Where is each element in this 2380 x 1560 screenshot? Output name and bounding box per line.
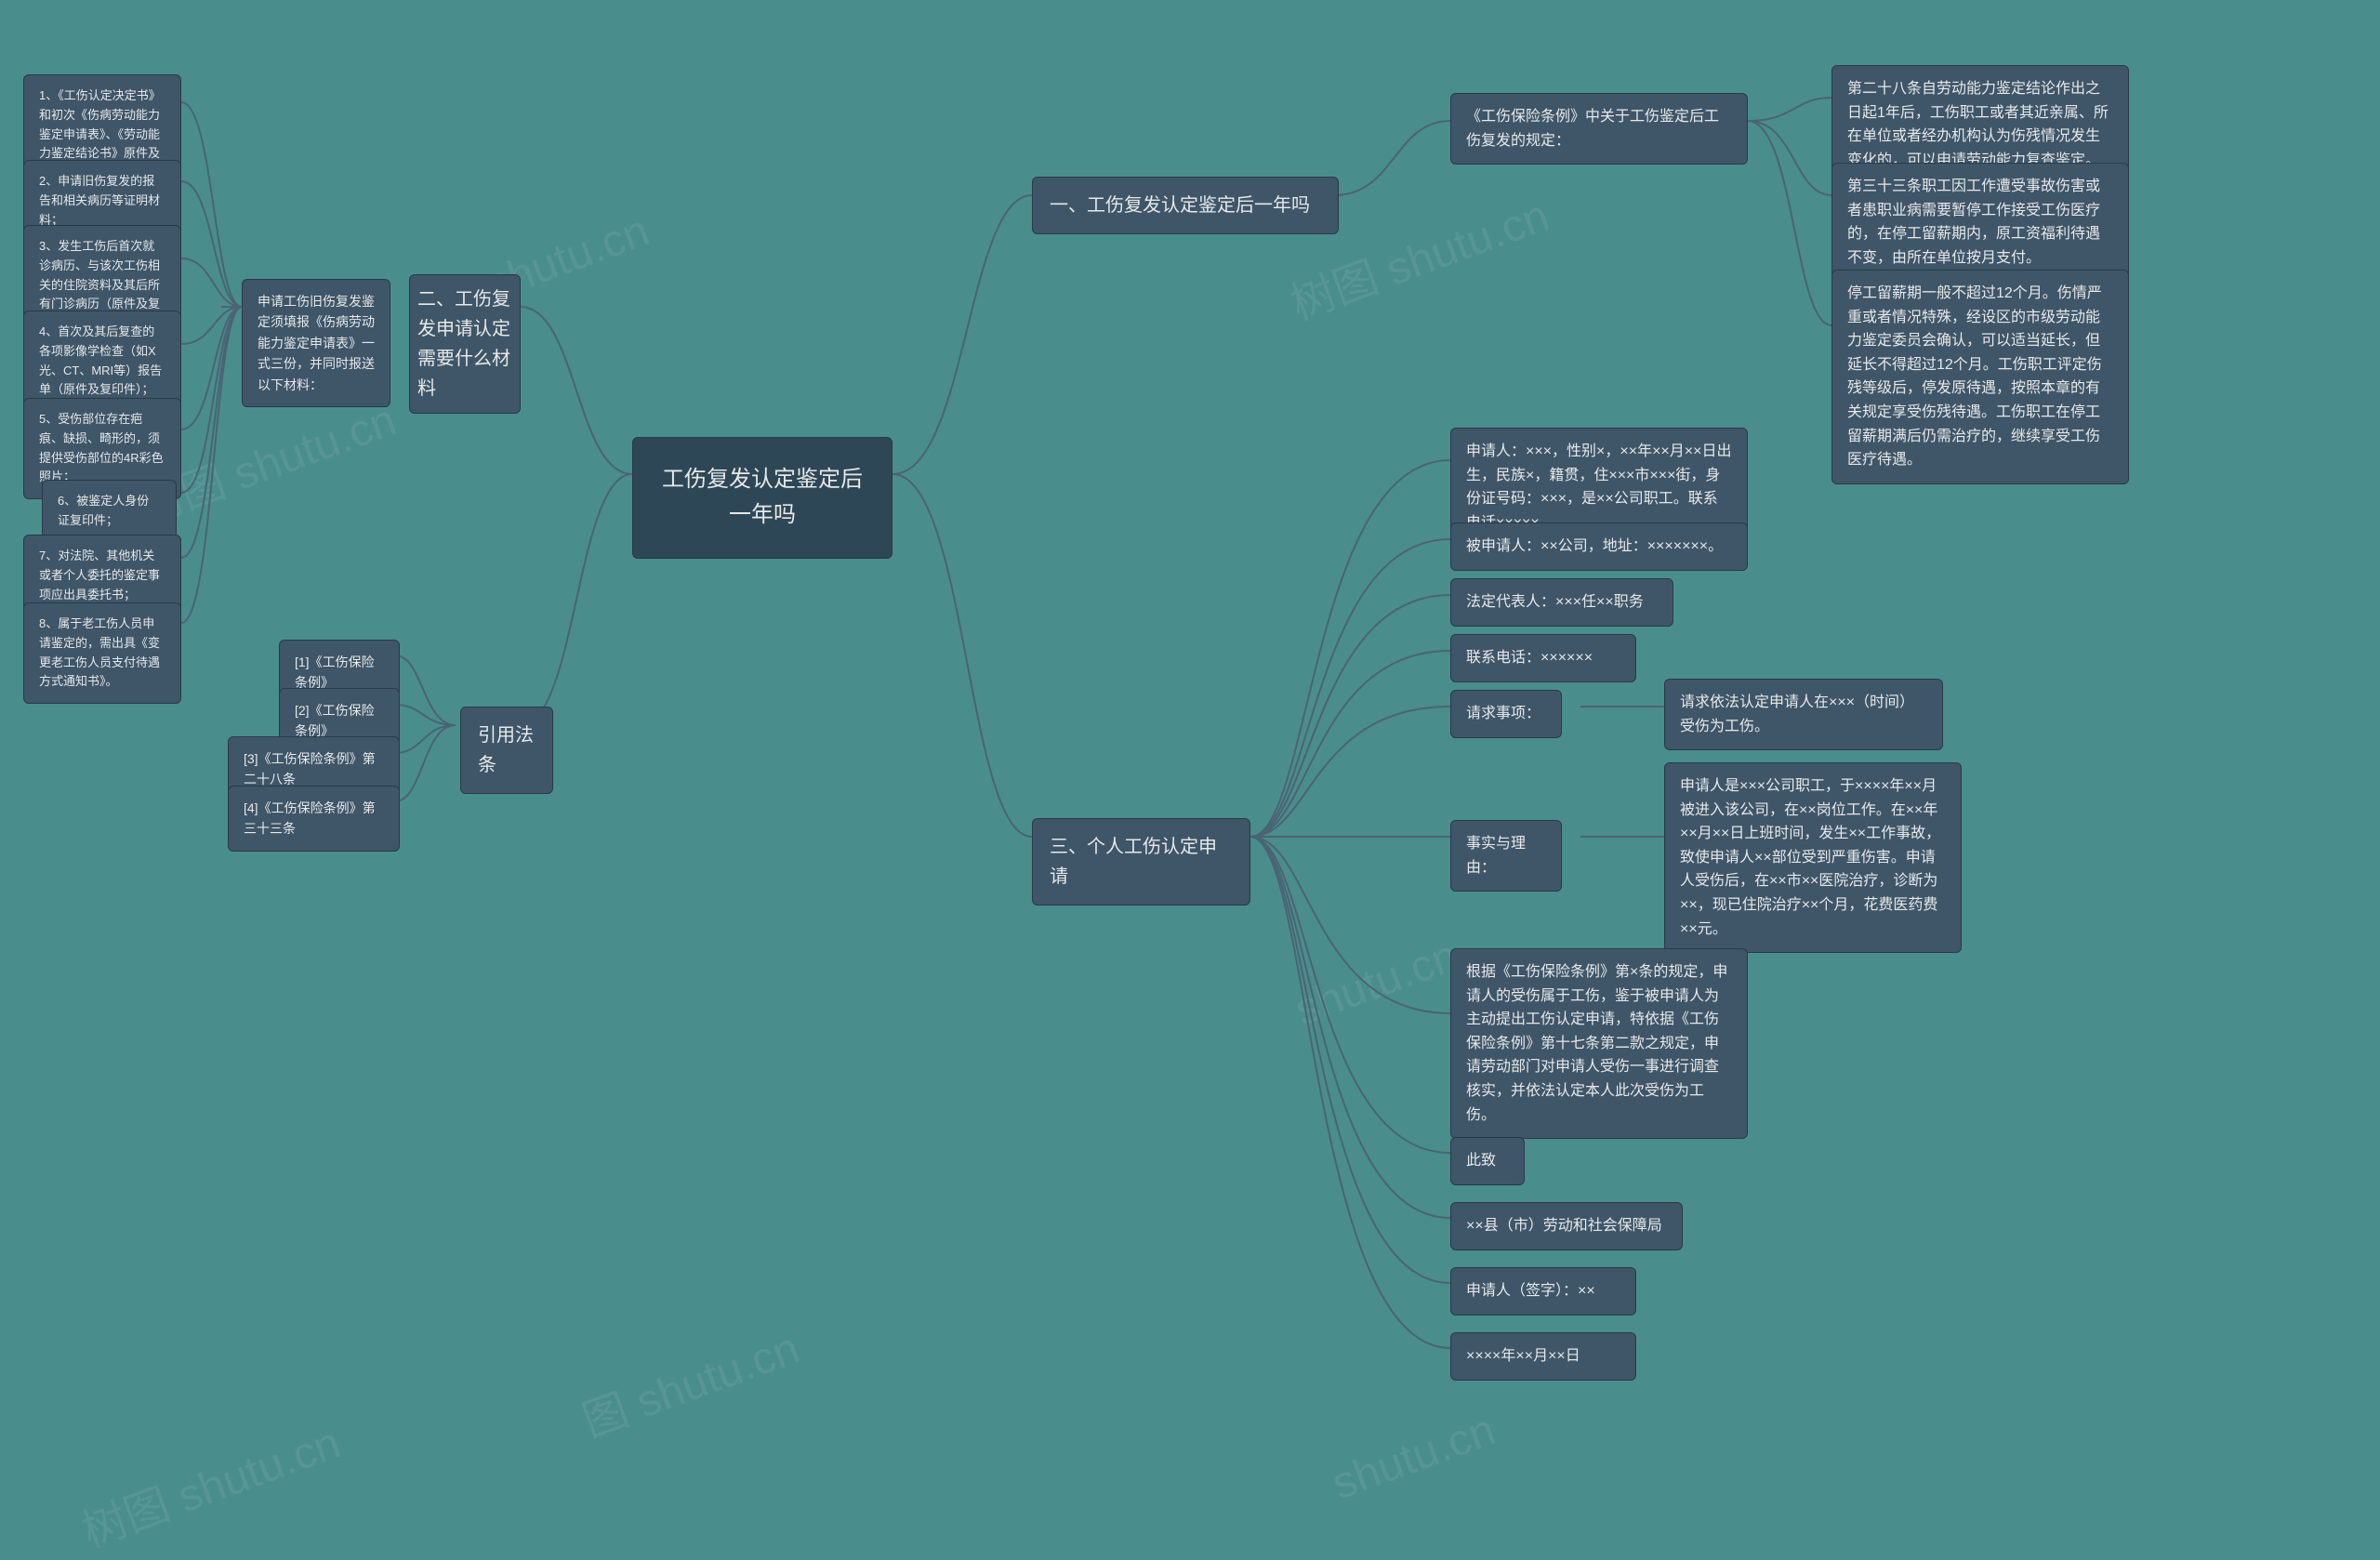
branch-3-item-2-text: 法定代表人：×××任××职务: [1466, 594, 1644, 610]
branch-3-item-9-text: 申请人（签字）：××: [1466, 1283, 1595, 1299]
branch-4-item-3-text: [4]《工伤保险条例》第三十三条: [244, 800, 376, 836]
branch-4-item-3: [4]《工伤保险条例》第三十三条: [228, 786, 400, 852]
branch-3-label: 三、个人工伤认定申请: [1050, 837, 1217, 887]
branch-3-item-1: 被申请人：××公司，地址：×××××××。: [1450, 522, 1748, 571]
branch-3-item-6-text: 根据《工伤保险条例》第×条的规定，申请人的受伤属于工伤，鉴于被申请人为主动提出工…: [1466, 964, 1727, 1123]
branch-1-item-2: 停工留薪期一般不超过12个月。伤情严重或者情况特殊，经设区的市级劳动能力鉴定委员…: [1831, 270, 2129, 484]
branch-3-item-3: 联系电话：××××××: [1450, 634, 1636, 682]
branch-3-item-10-text: ××××年××月××日: [1466, 1348, 1580, 1364]
branch-2-sub-label: 申请工伤旧伤复发鉴定须填报《伤病劳动能力鉴定申请表》一式三份，并同时报送以下材料…: [258, 294, 375, 392]
branch-3-item-6: 根据《工伤保险条例》第×条的规定，申请人的受伤属于工伤，鉴于被申请人为主动提出工…: [1450, 948, 1748, 1139]
branch-3-item-8: ××县（市）劳动和社会保障局: [1450, 1202, 1683, 1250]
branch-3-item-9: 申请人（签字）：××: [1450, 1267, 1636, 1315]
branch-3-item-4-label-text: 请求事项：: [1466, 706, 1540, 721]
branch-4-item-0-text: [1]《工伤保险条例》: [295, 654, 375, 690]
branch-3-item-5-label-text: 事实与理由：: [1466, 836, 1526, 876]
branch-2: 二、工伤复发申请认定需要什么材料: [409, 274, 521, 414]
branch-1-sub-label: 《工伤保险条例》中关于工伤鉴定后工伤复发的规定：: [1466, 109, 1719, 149]
branch-3-item-4: 请求依法认定申请人在×××（时间）受伤为工伤。: [1664, 679, 1943, 750]
watermark: shutu.cn: [1289, 931, 1464, 1037]
branch-3-item-8-text: ××县（市）劳动和社会保障局: [1466, 1218, 1662, 1234]
branch-3-item-7-text: 此致: [1466, 1153, 1496, 1169]
branch-1: 一、工伤复发认定鉴定后一年吗: [1032, 177, 1339, 234]
branch-2-item-6-text: 7、对法院、其他机关或者个人委托的鉴定事项应出具委托书；: [39, 549, 160, 602]
branch-3-item-5-label: 事实与理由：: [1450, 820, 1562, 892]
branch-3-item-3-text: 联系电话：××××××: [1466, 650, 1593, 666]
branch-4: 引用法条: [460, 707, 553, 794]
branch-2-item-7-text: 8、属于老工伤人员申请鉴定的，需出具《变更老工伤人员支付待遇方式通知书》。: [39, 616, 160, 688]
branch-3-item-0-text: 申请人：×××，性别×，××年××月××日出生，民族×，籍贯，住×××市×××街…: [1466, 443, 1731, 531]
branch-1-label: 一、工伤复发认定鉴定后一年吗: [1050, 195, 1310, 216]
branch-3-item-7: 此致: [1450, 1137, 1525, 1185]
branch-3-item-4-text: 请求依法认定申请人在×××（时间）受伤为工伤。: [1680, 694, 1914, 734]
branch-3-item-5: 申请人是×××公司职工，于××××年××月被进入该公司，在××岗位工作。在××年…: [1664, 762, 1962, 953]
watermark: 树图 shutu.cn: [72, 1406, 348, 1559]
branch-4-label: 引用法条: [478, 725, 534, 775]
branch-2-label: 二、工伤复发申请认定需要什么材料: [417, 289, 510, 399]
root-text: 工伤复发认定鉴定后一年吗: [662, 467, 863, 527]
branch-3-item-2: 法定代表人：×××任××职务: [1450, 578, 1673, 627]
branch-4-item-1-text: [2]《工伤保险条例》: [295, 703, 375, 738]
branch-3-item-4-label: 请求事项：: [1450, 690, 1562, 738]
branch-3: 三、个人工伤认定申请: [1032, 818, 1250, 906]
branch-3-item-5-text: 申请人是×××公司职工，于××××年××月被进入该公司，在××岗位工作。在××年…: [1680, 778, 1940, 937]
branch-3-item-1-text: 被申请人：××公司，地址：×××××××。: [1466, 538, 1723, 554]
branch-2-sub: 申请工伤旧伤复发鉴定须填报《伤病劳动能力鉴定申请表》一式三份，并同时报送以下材料…: [242, 279, 390, 407]
branch-2-item-4-text: 5、受伤部位存在疤痕、缺损、畸形的，须提供受伤部位的4R彩色照片；: [39, 412, 164, 483]
watermark: shutu.cn: [1326, 1405, 1501, 1511]
branch-2-item-5-text: 6、被鉴定人身份证复印件；: [58, 494, 149, 527]
branch-1-item-2-text: 停工留薪期一般不超过12个月。伤情严重或者情况特殊，经设区的市级劳动能力鉴定委员…: [1847, 285, 2102, 468]
branch-1-sub: 《工伤保险条例》中关于工伤鉴定后工伤复发的规定：: [1450, 93, 1748, 165]
branch-2-item-1-text: 2、申请旧伤复发的报告和相关病历等证明材料；: [39, 174, 160, 227]
branch-2-item-5: 6、被鉴定人身份证复印件；: [42, 480, 177, 543]
watermark: 图 shutu.cn: [572, 1312, 806, 1450]
branch-4-item-2-text: [3]《工伤保险条例》第二十八条: [244, 751, 376, 787]
branch-1-item-1-text: 第三十三条职工因工作遭受事故伤害或者患职业病需要暂停工作接受工伤医疗的，在停工留…: [1847, 178, 2100, 266]
branch-1-item-0-text: 第二十八条自劳动能力鉴定结论作出之日起1年后，工伤职工或者其近亲属、所在单位或者…: [1847, 81, 2109, 168]
root-node: 工伤复发认定鉴定后一年吗: [632, 437, 892, 559]
branch-2-item-3: 4、首次及其后复查的各项影像学检查（如X光、CT、MRI等）报告单（原件及复印件…: [23, 311, 181, 412]
branch-2-item-3-text: 4、首次及其后复查的各项影像学检查（如X光、CT、MRI等）报告单（原件及复印件…: [39, 324, 162, 396]
branch-2-item-7: 8、属于老工伤人员申请鉴定的，需出具《变更老工伤人员支付待遇方式通知书》。: [23, 602, 181, 704]
branch-1-item-1: 第三十三条职工因工作遭受事故伤害或者患职业病需要暂停工作接受工伤医疗的，在停工留…: [1831, 163, 2129, 282]
branch-3-item-10: ××××年××月××日: [1450, 1332, 1636, 1381]
